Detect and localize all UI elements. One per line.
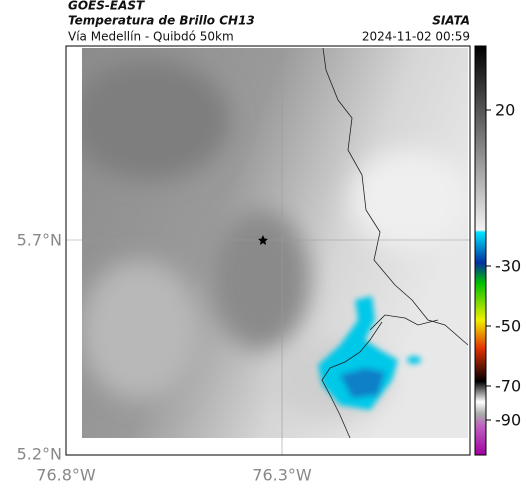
colorbar-label: -70 — [495, 377, 521, 396]
lat-label: 5.7°N — [17, 231, 62, 250]
satellite-image — [82, 48, 468, 438]
map-frame — [65, 45, 471, 456]
subtitle: Vía Medellín - Quibdó 50km — [68, 30, 234, 44]
lat-label: 5.2°N — [17, 445, 62, 464]
lon-label: 76.3°W — [252, 466, 312, 485]
colorbar — [474, 45, 487, 456]
colorbar-label: -50 — [495, 317, 521, 336]
timestamp: 2024-11-02 00:59 — [362, 30, 470, 44]
colorbar-ticks — [486, 109, 491, 421]
colorbar-label: -30 — [495, 257, 521, 276]
title: Temperatura de Brillo CH13 — [68, 14, 255, 28]
borders — [321, 47, 469, 439]
source: GOES-EAST — [68, 0, 145, 13]
location-marker — [258, 235, 268, 245]
organization: SIATA — [432, 14, 470, 28]
colorbar-label: -90 — [495, 411, 521, 430]
colorbar-label: 20 — [495, 101, 515, 120]
lon-label: 76.8°W — [36, 466, 96, 485]
